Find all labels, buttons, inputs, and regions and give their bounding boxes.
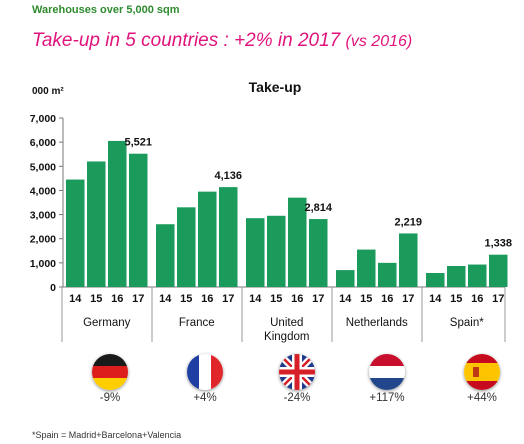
- bar-netherlands-16: [378, 262, 397, 287]
- y-tick-label: 7,000: [30, 113, 56, 125]
- netherlands-change: +117%: [369, 392, 405, 404]
- x-year-label: 14: [429, 293, 442, 305]
- country-label: Netherlands: [346, 317, 408, 329]
- x-year-label: 16: [291, 293, 303, 305]
- x-year-label: 16: [381, 293, 393, 305]
- x-year-label: 15: [360, 293, 372, 305]
- germany-flag-icon: [92, 354, 128, 390]
- y-tick-label: 2,000: [30, 234, 56, 246]
- flag-row: -9% +4% -24% +117%: [0, 354, 524, 414]
- y-axis-unit-label: 000 m²: [32, 86, 64, 97]
- y-tick-label: 6,000: [30, 137, 56, 149]
- y-tick-label: 5,000: [30, 161, 56, 173]
- data-label: 2,814: [304, 202, 332, 214]
- netherlands-flag-icon: [369, 354, 405, 390]
- x-year-label: 17: [132, 293, 144, 305]
- data-label: 4,136: [214, 170, 242, 182]
- x-year-label: 16: [201, 293, 213, 305]
- data-label: 1,338: [484, 238, 512, 250]
- headline-main: Take-up in 5 countries : +2% in 2017: [32, 30, 341, 51]
- bar-spain-14: [426, 272, 445, 287]
- bar-france-14: [156, 224, 175, 287]
- y-tick-label: 4,000: [30, 185, 56, 197]
- bar-germany-17: [129, 153, 148, 287]
- bar-netherlands-15: [357, 249, 376, 287]
- bar-germany-16: [108, 140, 127, 287]
- bar-spain-15: [447, 265, 466, 287]
- x-year-label: 15: [270, 293, 282, 305]
- bar-spain-17: [489, 254, 508, 287]
- x-year-label: 14: [339, 293, 352, 305]
- x-year-label: 15: [180, 293, 192, 305]
- germany-change: -9%: [99, 392, 121, 404]
- chart-title: Take-up: [249, 79, 302, 95]
- uk-change: -24%: [283, 392, 311, 404]
- bar-germany-15: [87, 161, 106, 287]
- x-year-label: 14: [69, 293, 82, 305]
- country-label: Spain*: [450, 317, 484, 329]
- data-label: 5,521: [124, 137, 152, 149]
- data-label: 2,219: [394, 216, 422, 228]
- y-tick-label: 0: [50, 282, 56, 294]
- bar-uk-15: [267, 215, 286, 287]
- bar-germany-14: [66, 179, 85, 287]
- spain-change: +44%: [467, 392, 497, 404]
- bar-uk-14: [246, 218, 265, 287]
- bar-france-16: [198, 191, 217, 287]
- country-label: Germany: [83, 317, 131, 329]
- page-headline: Take-up in 5 countries : +2% in 2017 (vs…: [32, 30, 412, 52]
- uk-flag-icon: [279, 354, 315, 390]
- x-year-label: 17: [312, 293, 324, 305]
- bar-spain-16: [468, 264, 487, 287]
- x-year-label: 15: [450, 293, 462, 305]
- y-tick-label: 1,000: [30, 258, 56, 270]
- y-tick-label: 3,000: [30, 210, 56, 222]
- bar-france-15: [177, 207, 196, 287]
- footnote: *Spain = Madrid+Barcelona+Valencia: [32, 430, 182, 440]
- country-label: United: [270, 317, 303, 329]
- x-year-label: 16: [111, 293, 123, 305]
- x-year-label: 14: [249, 293, 262, 305]
- spain-flag-icon: [464, 354, 500, 390]
- bar-uk-16: [288, 197, 307, 287]
- bar-france-17: [219, 187, 238, 287]
- take-up-bar-chart: Take-up 000 m² 0 1,000 2,000 3,000 4,000 5,000 6…: [30, 79, 512, 343]
- france-change: +4%: [193, 392, 217, 404]
- country-label: France: [179, 317, 215, 329]
- france-flag-icon: [187, 354, 223, 390]
- x-year-label: 16: [471, 293, 483, 305]
- x-year-label: 17: [402, 293, 414, 305]
- bar-netherlands-17: [399, 233, 418, 287]
- page-subtitle: Warehouses over 5,000 sqm: [32, 4, 180, 16]
- x-year-label: 15: [90, 293, 102, 305]
- country-label: Kingdom: [264, 331, 309, 343]
- headline-note: (vs 2016): [345, 33, 413, 50]
- bar-uk-17: [309, 219, 328, 287]
- bar-netherlands-14: [336, 270, 355, 287]
- x-year-label: 17: [492, 293, 504, 305]
- x-year-label: 17: [222, 293, 234, 305]
- x-year-label: 14: [159, 293, 172, 305]
